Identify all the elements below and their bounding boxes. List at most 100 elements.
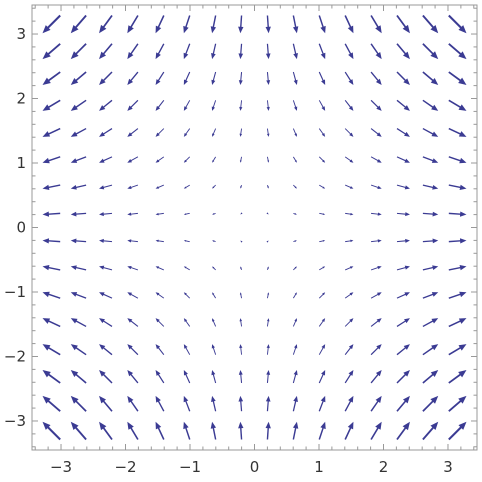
vector-arrow [42, 211, 61, 217]
vector-arrow [396, 318, 410, 327]
vector-arrow [42, 156, 61, 164]
vector-arrow [127, 395, 139, 412]
vector-arrow [183, 15, 191, 34]
vector-arrow [42, 370, 61, 384]
vector-arrow [448, 156, 467, 164]
tick-layer [32, 5, 477, 450]
vector-arrow [70, 184, 87, 190]
vector-arrow [127, 318, 139, 327]
vector-arrow [318, 43, 326, 60]
vector-arrow [318, 292, 326, 299]
vector-arrow [212, 266, 216, 271]
vector-arrow [155, 128, 165, 137]
vector-arrow [42, 264, 61, 271]
vector-arrow [42, 238, 61, 244]
vector-arrow [265, 395, 271, 412]
vector-arrow [422, 14, 439, 34]
vector-arrow [212, 318, 217, 327]
x-tick-label: 1 [314, 458, 324, 476]
vector-arrow [239, 318, 243, 327]
vector-arrow [211, 395, 217, 412]
vector-arrow [345, 239, 354, 243]
vector-arrow [448, 395, 467, 412]
vector-arrow [212, 292, 217, 299]
y-tick-label: −3 [4, 412, 26, 430]
vector-arrow [396, 156, 410, 163]
vector-arrow [99, 265, 113, 271]
vector-arrow [70, 71, 87, 85]
y-tick-label: −1 [4, 283, 26, 301]
vector-arrow [99, 128, 113, 137]
vector-arrow [212, 156, 217, 163]
vector-arrow [70, 395, 87, 412]
vector-arrow [318, 395, 326, 412]
vector-arrow [370, 156, 382, 163]
vector-arrow [155, 184, 164, 189]
vector-arrow [238, 395, 244, 412]
vector-arrow [319, 184, 326, 189]
vector-arrow [370, 71, 382, 85]
vector-arrow [238, 15, 244, 34]
vector-arrow [370, 43, 382, 60]
vector-arrow [239, 128, 243, 137]
vector-arrow [370, 344, 382, 356]
vector-arrow [266, 71, 271, 85]
vector-arrow [267, 292, 270, 299]
vector-arrow [42, 99, 61, 111]
y-tick-label: 2 [16, 90, 26, 108]
vector-arrow [183, 344, 191, 355]
vector-arrow [319, 266, 326, 271]
vector-arrow [127, 43, 139, 60]
vector-arrow [318, 344, 326, 355]
vector-arrow [42, 421, 61, 441]
vector-arrow [422, 127, 439, 137]
vector-arrow [344, 43, 354, 60]
vector-arrow [240, 212, 243, 215]
vector-arrow [448, 184, 467, 191]
vector-arrow [155, 395, 165, 412]
vector-arrow [42, 344, 61, 356]
vector-arrow [448, 238, 467, 244]
vector-arrow [127, 266, 139, 271]
vector-arrow [238, 43, 244, 60]
vector-arrow [42, 395, 61, 412]
vector-arrow [155, 43, 165, 60]
x-tick-label: 3 [443, 458, 453, 476]
y-tick-label: 0 [16, 219, 26, 237]
vector-arrow [370, 370, 382, 384]
vector-arrow [211, 43, 217, 60]
plot-frame [31, 4, 478, 451]
vector-arrow [155, 239, 164, 243]
vector-arrow [319, 212, 326, 216]
vector-arrow [183, 318, 191, 327]
vector-arrow [127, 15, 139, 34]
vector-arrow [70, 156, 87, 163]
arrow-layer [42, 14, 467, 441]
vector-arrow [155, 71, 165, 85]
vector-arrow [292, 344, 298, 355]
vector-arrow [448, 318, 467, 328]
vector-arrow [212, 184, 216, 189]
vector-arrow [422, 184, 439, 190]
vector-arrow [155, 370, 165, 384]
vector-arrow [292, 395, 298, 412]
vector-arrow [448, 264, 467, 271]
vector-arrow [70, 421, 87, 441]
vector-arrow [293, 184, 297, 189]
vector-arrow [70, 211, 87, 217]
vector-arrow [183, 156, 191, 163]
vector-arrow [212, 212, 216, 215]
vector-arrow [127, 71, 139, 85]
x-tick-label: −3 [50, 458, 72, 476]
vector-arrow [292, 292, 297, 299]
vector-arrow [344, 156, 354, 163]
vector-arrow [267, 184, 269, 189]
x-tick-label: −1 [179, 458, 201, 476]
vector-arrow [99, 14, 113, 34]
vector-arrow [99, 292, 113, 299]
vector-arrow [99, 156, 113, 163]
vector-arrow [292, 128, 297, 137]
vector-arrow [448, 370, 467, 384]
vector-arrow [266, 318, 270, 327]
vector-arrow [422, 292, 439, 299]
